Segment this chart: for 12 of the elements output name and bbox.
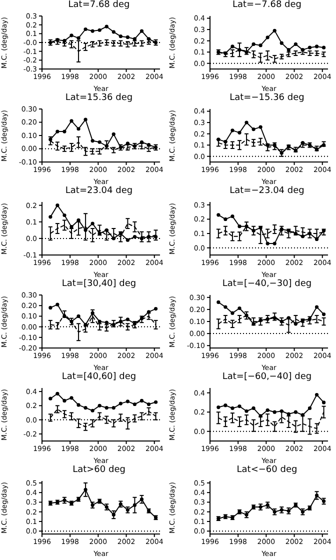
chart-title: Lat=−15.36 deg	[228, 93, 306, 104]
chart-title: Lat<−60 deg	[236, 465, 298, 476]
chart-title: Lat=7.68 deg	[67, 0, 131, 11]
chart-title: Lat=−23.04 deg	[228, 186, 306, 197]
chart-title: Lat=23.04 deg	[64, 186, 134, 197]
chart-title: Lat=[−60,−40] deg	[221, 372, 313, 383]
chart-title: Lat>60 deg	[72, 465, 126, 476]
chart-title: Lat=−7.68 deg	[231, 0, 302, 11]
chart-title: Lat=[−40,−30] deg	[221, 279, 313, 290]
chart-title: Lat=[30,40] deg	[60, 279, 138, 290]
chart-title: Lat=[40,60] deg	[60, 372, 138, 383]
chart-title: Lat=15.36 deg	[64, 93, 134, 104]
